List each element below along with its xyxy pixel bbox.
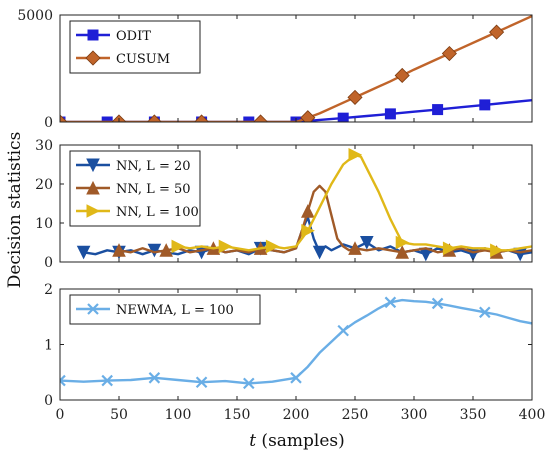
data-point-marker <box>384 296 397 309</box>
series-group <box>60 15 532 122</box>
data-point-marker <box>312 245 327 260</box>
y-tick-label: 10 <box>35 216 53 232</box>
data-point-marker <box>394 67 410 84</box>
x-axis-label-text: (samples) <box>256 431 345 451</box>
data-point-marker <box>101 116 113 122</box>
series-group <box>60 296 532 390</box>
data-point-marker <box>265 239 280 254</box>
x-axis-label-var: t <box>249 431 256 451</box>
chart-panel-3: 0 50 100 150 200 250 300 350 400 0 1 2 NEWMA, L = 10… <box>44 282 545 423</box>
series-line-3 <box>177 153 532 252</box>
data-point-marker <box>384 108 396 120</box>
y-tick-label: 0 <box>44 255 53 271</box>
legend-marker <box>86 204 101 218</box>
data-point-marker <box>479 306 491 319</box>
data-point-marker <box>194 114 210 122</box>
y-tick-label: 5000 <box>17 8 53 24</box>
x-tick-label: 0 <box>56 407 65 423</box>
legend-marker <box>87 29 99 41</box>
data-point-marker <box>359 236 374 250</box>
y-axis-label: Decision statistics <box>5 132 25 289</box>
axis-ticks: 0 5000 <box>17 8 533 131</box>
data-point-marker <box>300 204 315 218</box>
data-point-marker <box>441 45 457 62</box>
data-point-marker <box>348 241 362 255</box>
y-tick-label: 30 <box>35 138 53 154</box>
series-group <box>76 147 532 262</box>
data-point-marker <box>395 245 410 259</box>
x-tick-label: 300 <box>401 407 428 423</box>
x-tick-label: 50 <box>110 407 128 423</box>
data-point-marker <box>442 241 457 256</box>
data-point-marker <box>253 114 269 122</box>
data-point-marker <box>243 377 255 390</box>
legend-label: NEWMA, L = 100 <box>116 303 234 318</box>
y-tick-label: 0 <box>44 115 53 131</box>
data-point-marker <box>348 147 363 162</box>
data-point-marker <box>76 245 91 260</box>
data-point-marker <box>337 324 349 337</box>
data-point-marker <box>300 110 316 122</box>
legend-marker <box>86 180 100 195</box>
legend-marker <box>87 303 99 315</box>
x-tick-label: 100 <box>165 407 192 423</box>
data-point-marker <box>490 243 504 258</box>
y-tick-label: 20 <box>35 177 53 193</box>
legend: ODIT CUSUM <box>69 20 201 74</box>
x-tick-label: 200 <box>283 407 310 423</box>
data-point-marker <box>301 223 315 238</box>
legend-label: ODIT <box>116 29 151 44</box>
axis-ticks: 0 10 20 30 <box>35 138 533 271</box>
data-point-marker <box>60 114 68 122</box>
data-point-marker <box>60 374 66 387</box>
series-line-1 <box>60 99 532 122</box>
data-point-marker <box>431 297 444 310</box>
series-line-1 <box>60 298 532 385</box>
legend-marker <box>86 158 100 173</box>
data-point-marker <box>171 239 186 254</box>
data-point-marker <box>112 243 126 257</box>
x-tick-label: 150 <box>224 407 251 423</box>
data-point-marker <box>195 376 208 389</box>
data-point-marker <box>347 89 363 105</box>
data-point-marker <box>101 374 113 387</box>
data-point-marker <box>337 112 349 122</box>
x-tick-label: 400 <box>519 407 546 423</box>
legend-label: CUSUM <box>116 52 170 67</box>
legend-label: NN, L = 100 <box>116 205 199 220</box>
legend: NEWMA, L = 100 <box>69 294 261 325</box>
data-point-marker <box>218 239 233 254</box>
data-point-marker <box>243 116 255 122</box>
legend-marker <box>85 50 101 66</box>
data-point-marker <box>159 243 174 257</box>
y-tick-label: 0 <box>44 393 53 409</box>
chart-panel-2: 0 10 20 30 NN, L = 20 NN, L = 50 NN, L = 100 <box>35 138 533 271</box>
axis-ticks: 0 50 100 150 200 250 300 350 400 0 1 2 <box>44 282 545 423</box>
data-point-marker <box>148 372 161 384</box>
data-point-marker <box>479 99 491 111</box>
chart-panel-1: 0 5000 ODIT CUSUM <box>17 8 533 131</box>
x-tick-label: 350 <box>460 407 487 423</box>
legend: NN, L = 20 NN, L = 50 NN, L = 100 <box>69 150 201 227</box>
legend-label: NN, L = 20 <box>116 159 191 174</box>
data-point-marker <box>395 235 410 250</box>
data-point-marker <box>432 104 444 116</box>
x-axis-label: t (samples) <box>249 431 345 451</box>
legend-label: NN, L = 50 <box>116 182 191 197</box>
x-tick-label: 250 <box>342 407 369 423</box>
y-tick-label: 1 <box>44 338 53 354</box>
data-point-marker <box>146 114 162 122</box>
y-tick-label: 2 <box>44 282 53 298</box>
data-point-marker <box>489 24 505 40</box>
data-point-marker <box>290 372 302 384</box>
